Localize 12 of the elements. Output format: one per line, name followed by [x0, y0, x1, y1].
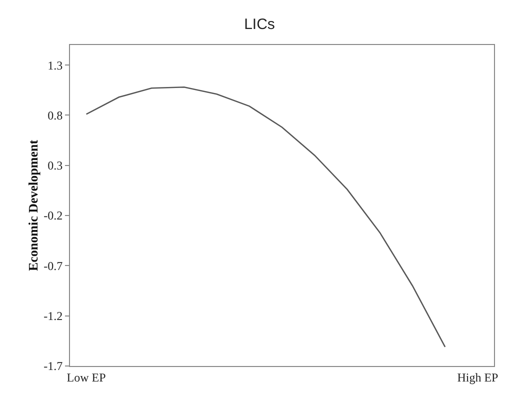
y-tick-label: 0.3 — [48, 158, 63, 173]
y-tick-label: 0.8 — [48, 108, 63, 122]
chart-title: LICs — [244, 16, 275, 33]
y-axis-title: Economic Development — [26, 139, 41, 272]
x-tick-label: High EP — [457, 370, 499, 384]
x-tick-label: Low EP — [66, 370, 106, 384]
y-tick-label: -1.7 — [44, 359, 63, 374]
y-tick-label: 1.3 — [48, 58, 63, 72]
y-tick-label: -0.2 — [44, 208, 63, 223]
y-tick-label: -1.2 — [44, 309, 63, 324]
line-series — [86, 86, 446, 348]
y-tick-label: -0.7 — [44, 258, 63, 273]
